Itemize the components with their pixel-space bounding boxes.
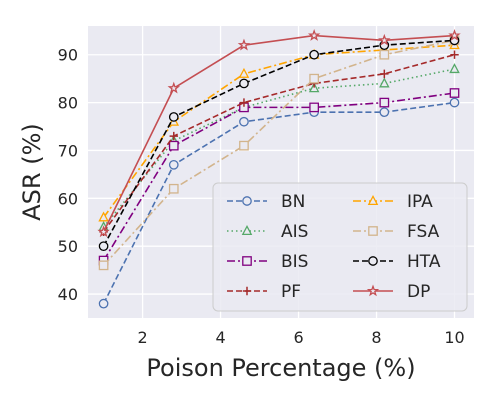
y-tick-label: 70 [58, 141, 78, 160]
circle-marker [242, 196, 252, 206]
series-line-hta [102, 39, 455, 247]
legend-label: HTA [407, 252, 441, 272]
circle-marker [239, 78, 249, 89]
x-axis-label: Poison Percentage (%) [146, 354, 415, 382]
x-tick-label: 8 [371, 328, 381, 347]
series-line-ais [102, 68, 455, 228]
plus-marker [450, 50, 459, 59]
legend-box [212, 182, 468, 312]
circle-marker [98, 298, 109, 309]
series-line-dp [102, 34, 455, 233]
square-marker [242, 256, 252, 266]
series-dp [97, 29, 461, 238]
plus-marker [242, 286, 252, 296]
square-marker [168, 140, 179, 151]
star-marker [448, 29, 461, 41]
legend-item-dp: DP [353, 282, 430, 302]
square-marker [449, 88, 460, 98]
series-line-bn [102, 101, 455, 305]
square-marker [368, 226, 378, 236]
circle-marker [98, 241, 109, 252]
square-marker [98, 260, 109, 271]
y-tick-label: 40 [58, 285, 78, 304]
square-marker [379, 97, 390, 108]
legend-label: PF [281, 282, 301, 302]
square-marker [309, 73, 319, 84]
series-line-fsa [103, 39, 455, 266]
circle-marker [379, 107, 390, 118]
x-tick-label: 4 [215, 328, 225, 347]
star-marker [307, 29, 321, 41]
legend-item-fsa: FSA [353, 222, 440, 242]
series-line-ipa [102, 44, 455, 218]
triangle-marker [367, 194, 379, 206]
legend-label: DP [407, 282, 430, 302]
circle-marker [449, 97, 460, 108]
triangle-marker [98, 211, 109, 222]
y-axis-label: ASR (%) [18, 123, 46, 221]
plus-marker [239, 98, 249, 107]
triangle-marker [238, 67, 250, 78]
legend-label: BIS [281, 252, 308, 272]
square-marker [309, 102, 319, 113]
legend-label: IPA [407, 192, 433, 212]
y-tick-label: 60 [58, 189, 78, 208]
plus-marker [380, 69, 389, 79]
legend-item-ipa: IPA [353, 192, 433, 212]
circle-marker [168, 112, 179, 122]
tick-labels: 2 4 6 8 10 40 50 60 70 80 90 [58, 46, 465, 347]
square-marker [239, 140, 249, 151]
legend-label: BN [281, 192, 305, 212]
y-tick-label: 80 [58, 94, 78, 113]
star-marker [97, 225, 110, 238]
legend-label: AIS [281, 222, 308, 242]
series-line-pf [102, 53, 455, 233]
series-line-bis [102, 92, 455, 261]
legend-label: FSA [407, 222, 440, 242]
legend-item-pf: PF [227, 282, 301, 302]
y-tick-label: 50 [58, 237, 78, 256]
circle-marker [239, 116, 249, 127]
legend: BN AIS BIS PF IPA FSA HTA DP [212, 182, 468, 312]
star-marker [237, 38, 251, 51]
legend-item-ais: AIS [227, 222, 308, 242]
plus-marker [169, 131, 178, 141]
x-tick-label: 6 [293, 328, 303, 347]
circle-marker [309, 49, 319, 60]
star-marker [378, 33, 391, 46]
x-tick-label: 2 [137, 328, 147, 347]
x-tick-label: 10 [444, 328, 464, 347]
legend-item-bis: BIS [227, 252, 308, 272]
star-marker [167, 81, 180, 94]
circle-marker [368, 256, 378, 266]
triangle-marker [241, 224, 253, 236]
triangle-marker [449, 63, 460, 74]
legend-item-bn: BN [227, 192, 305, 212]
triangle-marker [379, 77, 390, 88]
square-marker [379, 49, 390, 60]
circle-marker [168, 159, 179, 170]
y-tick-label: 90 [58, 46, 78, 65]
legend-item-hta: HTA [353, 252, 441, 272]
series-lines [97, 29, 461, 309]
star-marker [366, 284, 380, 297]
square-marker [168, 183, 179, 194]
